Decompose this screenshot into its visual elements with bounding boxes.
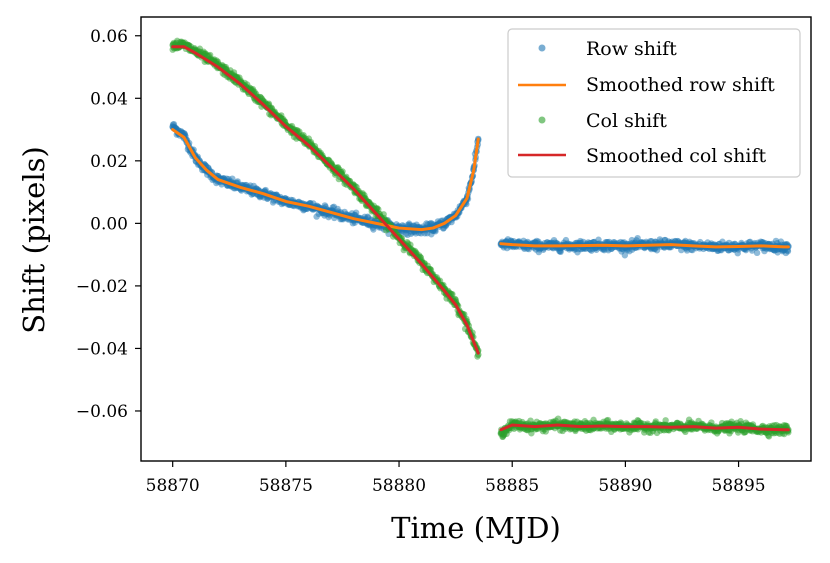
legend: Row shift Smoothed row shift Col shift S… [507, 28, 801, 178]
data-point [169, 123, 176, 130]
data-point [621, 252, 629, 259]
series-line [499, 242, 790, 249]
series-smoothed-row-shift [171, 128, 790, 249]
legend-label-smoothed-col-shift: Smoothed col shift [586, 145, 767, 167]
axes-layer: 58870 58875 58880 58885 58890 58895 −0.06 −0.04… [76, 27, 766, 496]
legend-box [507, 28, 801, 178]
x-tick-label: 58890 [598, 476, 652, 496]
data-point [449, 290, 456, 298]
x-tick-label: 58895 [712, 476, 766, 496]
y-tick-label: 0.04 [90, 89, 128, 109]
series-line [171, 128, 480, 232]
y-axis-label: Shift (pixels) [17, 146, 51, 334]
y-tick-label: 0.06 [90, 27, 128, 47]
series-smoothed-col-shift [171, 45, 790, 432]
x-tick-label: 58870 [146, 476, 200, 496]
data-point [753, 249, 761, 257]
y-tick-label: −0.02 [76, 277, 128, 297]
legend-marker-col-shift [538, 116, 546, 124]
data-point [352, 209, 360, 216]
x-tick-label: 58875 [259, 476, 313, 496]
legend-marker-row-shift [538, 44, 546, 52]
y-tick-label: 0.00 [90, 214, 128, 234]
data-layer [169, 37, 792, 441]
series-line [171, 45, 480, 355]
legend-label-row-shift: Row shift [586, 38, 677, 60]
y-tick-label: −0.04 [76, 339, 128, 359]
x-tick-label: 58885 [485, 476, 539, 496]
data-point [497, 429, 505, 437]
y-tick-label: −0.06 [76, 402, 128, 422]
legend-label-smoothed-row-shift: Smoothed row shift [586, 74, 775, 96]
legend-label-col-shift: Col shift [586, 110, 667, 132]
x-axis-label: Time (MJD) [391, 511, 561, 545]
series-line [499, 423, 790, 432]
plot-frame [140, 16, 812, 462]
x-tick-label: 58880 [372, 476, 426, 496]
y-tick-label: 0.02 [90, 152, 128, 172]
data-point [339, 168, 346, 175]
